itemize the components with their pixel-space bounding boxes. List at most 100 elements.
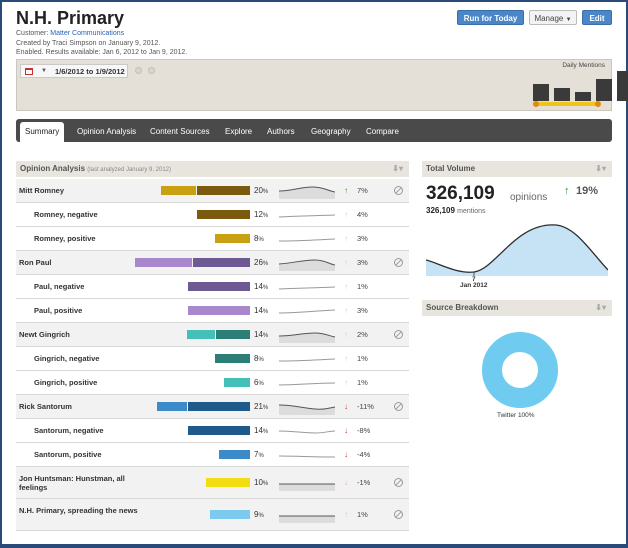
- range-selection[interactable]: [535, 102, 597, 106]
- axis-day-label: 7: [472, 276, 476, 283]
- trend-sparkline: [279, 483, 335, 491]
- tab-opinion-analysis[interactable]: Opinion Analysis: [77, 127, 137, 136]
- mention-unit: mentions: [457, 208, 486, 215]
- share-bar: [193, 258, 250, 267]
- arrow-up-icon: ↑: [344, 258, 348, 267]
- share-value: 20: [254, 186, 263, 195]
- share-bar-secondary: [135, 258, 192, 267]
- trend-sparkline: [279, 309, 335, 314]
- opinion-subrow[interactable]: Gingrich, positive 6% ↑ 1%: [16, 371, 409, 395]
- opinion-subrow[interactable]: Romney, positive 8% ↑ 3%: [16, 227, 409, 251]
- customer-prefix: Customer:: [16, 30, 51, 37]
- change-value: -8%: [357, 426, 371, 435]
- tab-geography[interactable]: Geography: [311, 127, 351, 136]
- share-percent: 6%: [254, 378, 264, 387]
- opinion-unit: opinions: [510, 192, 548, 203]
- run-for-today-button[interactable]: Run for Today: [457, 10, 524, 25]
- share-unit: %: [262, 429, 269, 435]
- exclude-icon[interactable]: [394, 478, 403, 487]
- next-range-button[interactable]: [148, 67, 155, 74]
- panel-title: Source Breakdown: [426, 303, 499, 312]
- share-bar: [188, 306, 250, 315]
- opinion-row[interactable]: N.H. Primary, spreading the news 9% ↑ 1%: [16, 499, 409, 531]
- source-donut-chart[interactable]: [480, 330, 560, 410]
- sparkline-area: [279, 516, 335, 523]
- exclude-icon[interactable]: [394, 186, 403, 195]
- sparkline-line: [279, 259, 335, 266]
- tab-explore[interactable]: Explore: [225, 127, 253, 136]
- opinion-row[interactable]: Rick Santorum 21% ↓ -11%: [16, 395, 409, 419]
- panel-menu-icon[interactable]: ⬇▾: [595, 164, 606, 173]
- volume-change: 19%: [576, 185, 599, 197]
- share-percent: 9%: [254, 510, 264, 519]
- prev-range-button[interactable]: [135, 67, 142, 74]
- opinion-row[interactable]: Ron Paul 26% ↑ 3%: [16, 251, 409, 275]
- panel-menu-icon[interactable]: ⬇▾: [392, 164, 403, 173]
- range-handle[interactable]: [595, 101, 601, 107]
- share-bar: [219, 450, 250, 459]
- change-value: 1%: [357, 510, 368, 519]
- exclude-icon[interactable]: [394, 330, 403, 339]
- range-handle[interactable]: [533, 101, 539, 107]
- edit-button[interactable]: Edit: [582, 10, 612, 25]
- tab-summary[interactable]: Summary: [20, 122, 65, 142]
- opinion-subrow[interactable]: Paul, positive 14% ↑ 3%: [16, 299, 409, 323]
- share-bar: [224, 378, 250, 387]
- arrow-down-icon: ↓: [344, 478, 348, 487]
- share-value: 21: [254, 402, 263, 411]
- opinion-row[interactable]: Jon Huntsman: Hunstman, all feelings 10% ↓…: [16, 467, 409, 499]
- sparkline-line: [279, 332, 335, 338]
- opinion-row[interactable]: Newt Gingrich 14% ↑ 2%: [16, 323, 409, 347]
- opinion-label: Newt Gingrich: [19, 330, 70, 339]
- panel-menu-icon[interactable]: ⬇▾: [595, 303, 606, 312]
- opinion-subrow[interactable]: Paul, negative 14% ↑ 1%: [16, 275, 409, 299]
- sparkline-line: [279, 286, 335, 290]
- tab-compare[interactable]: Compare: [366, 127, 399, 136]
- manage-dropdown[interactable]: Manage ▼: [529, 10, 577, 25]
- sparkline-line: [279, 455, 335, 458]
- opinion-count: 326,109: [426, 183, 495, 204]
- trend-sparkline: [279, 404, 335, 415]
- arrow-up-icon: ↑: [344, 210, 348, 219]
- project-meta: Customer: Matter Communications Created …: [16, 29, 187, 58]
- opinion-label: Romney, positive: [34, 234, 96, 243]
- exclude-icon[interactable]: [394, 402, 403, 411]
- arrow-down-icon: ↓: [344, 450, 348, 459]
- tab-authors[interactable]: Authors: [267, 127, 295, 136]
- manage-label: Manage: [534, 14, 564, 23]
- volume-line: [426, 224, 608, 273]
- created-text: Created by Traci Simpson on January 9, 2…: [16, 39, 161, 47]
- customer-link[interactable]: Matter Communications: [50, 30, 125, 37]
- share-value: 14: [254, 330, 263, 339]
- sparkline-line: [279, 404, 335, 410]
- daily-mentions-bar: [617, 71, 628, 101]
- date-range-picker[interactable]: ▼ 1/6/2012 to 1/9/2012: [20, 64, 128, 78]
- trend-sparkline: [279, 382, 335, 386]
- tab-content-sources[interactable]: Content Sources: [150, 127, 210, 136]
- opinion-label: Gingrich, positive: [34, 378, 98, 387]
- donut-slice-twitter[interactable]: [482, 332, 558, 408]
- volume-area-chart[interactable]: [426, 222, 608, 276]
- opinion-subrow[interactable]: Gingrich, negative 8% ↑ 1%: [16, 347, 409, 371]
- share-unit: %: [258, 453, 264, 459]
- exclude-icon[interactable]: [394, 510, 403, 519]
- share-percent: 10%: [254, 478, 268, 487]
- opinion-subrow[interactable]: Santorum, positive 7% ↓ -4%: [16, 443, 409, 467]
- share-bar: [188, 426, 250, 435]
- opinion-label: Santorum, positive: [34, 450, 102, 459]
- share-unit: %: [262, 213, 269, 219]
- share-percent: 26%: [254, 258, 268, 267]
- share-value: 8: [254, 234, 259, 243]
- trend-sparkline: [279, 238, 335, 242]
- opinion-subrow[interactable]: Santorum, negative 14% ↓ -8%: [16, 419, 409, 443]
- share-value: 7: [254, 450, 259, 459]
- opinion-subrow[interactable]: Romney, negative 12% ↑ 4%: [16, 203, 409, 227]
- daily-mentions-bar: [596, 79, 612, 101]
- exclude-icon[interactable]: [394, 258, 403, 267]
- opinion-label: Gingrich, negative: [34, 354, 100, 363]
- volume-area: [426, 224, 608, 276]
- opinion-row[interactable]: Mitt Romney 20% ↑ 7%: [16, 179, 409, 203]
- share-unit: %: [262, 261, 269, 267]
- share-bar: [188, 282, 250, 291]
- enabled-text: Enabled. Results available: Jan 6, 2012 …: [16, 49, 188, 56]
